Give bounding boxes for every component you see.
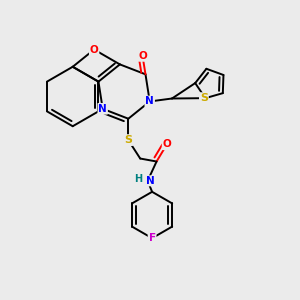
Text: S: S (124, 135, 132, 145)
Text: N: N (146, 176, 155, 186)
Text: O: O (138, 51, 147, 61)
Text: O: O (163, 139, 171, 149)
Text: N: N (98, 104, 107, 114)
Text: H: H (134, 174, 142, 184)
Text: N: N (145, 97, 154, 106)
Text: S: S (200, 93, 208, 103)
Text: F: F (148, 233, 156, 243)
Text: O: O (90, 44, 98, 55)
